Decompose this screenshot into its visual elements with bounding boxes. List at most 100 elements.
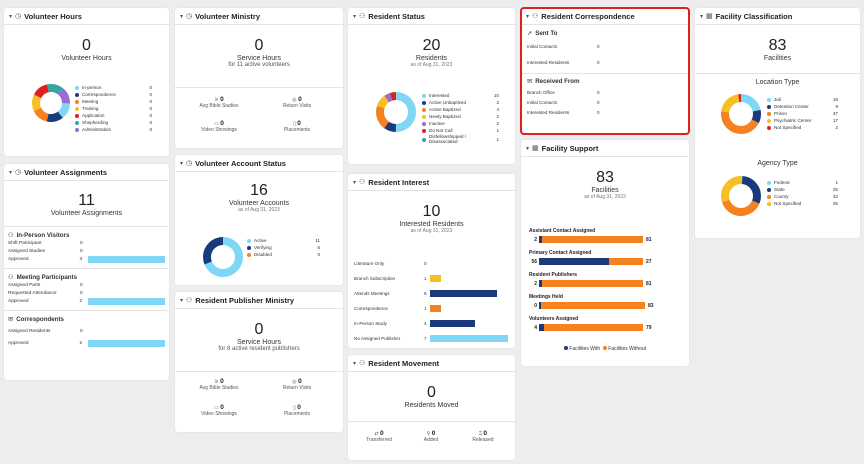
support-row-label: Meetings Held <box>529 294 563 300</box>
building-icon: ▦ <box>706 13 713 20</box>
resident-correspondence-header[interactable]: ▾ ⚇ Resident Correspondence <box>521 8 689 25</box>
legend-dot <box>422 128 426 133</box>
facility-support-header[interactable]: ▾ ▦ Facility Support <box>521 140 689 157</box>
facility-classification-header[interactable]: ▾ ▦ Facility Classification <box>695 8 860 25</box>
interest-row: Correspondence 1 <box>354 301 512 316</box>
chevron-down-icon[interactable]: ▾ <box>526 13 530 20</box>
legend-value: 0 <box>149 120 152 125</box>
row-value: 0 <box>80 328 83 334</box>
section-heading: ➚ Sent To <box>527 30 683 37</box>
location-type-legend: Jail 18 Detention Center 9 Prison 37 Psychi… <box>767 96 838 131</box>
total-label: Facilities <box>591 187 619 194</box>
building-icon: ▦ <box>532 145 539 152</box>
row-value: 1 <box>424 276 427 281</box>
chevron-down-icon[interactable]: ▾ <box>180 297 184 304</box>
stat-label: Return Visits <box>282 103 312 109</box>
table-row: Approved 2 <box>8 297 165 305</box>
support-row: 2 81 <box>529 279 685 288</box>
legend-label: Disabled <box>254 252 272 257</box>
legend-item: Meeting 0 <box>75 98 152 105</box>
without-value: 27 <box>645 258 652 265</box>
stat-added: ⚲ 0 Added <box>406 430 456 443</box>
volunteer-ministry-header[interactable]: ▾ ◷ Volunteer Ministry <box>175 8 343 25</box>
section-heading: ✉ Received From <box>527 78 683 85</box>
volunteer-hours-donut <box>32 84 70 122</box>
stat-label: Placements <box>283 411 311 417</box>
stat-value: 0 <box>220 378 224 385</box>
support-row: 56 27 <box>529 257 685 266</box>
legend-label: Not Specified <box>774 125 802 130</box>
legend-label: Facilities Without <box>608 346 647 352</box>
legend-dot <box>75 92 79 97</box>
legend-dot <box>422 121 426 126</box>
legend-label: Prison <box>774 111 788 116</box>
chevron-down-icon[interactable]: ▾ <box>353 360 357 367</box>
row-label: Initial Contacts <box>527 99 558 105</box>
book-icon: ▯ <box>293 121 296 127</box>
legend-item: Active Baptized 4 <box>422 106 499 113</box>
table-row: Assigned Parts 0 <box>8 281 165 289</box>
legend-dot <box>767 97 771 102</box>
chevron-down-icon[interactable]: ▾ <box>526 145 530 152</box>
section-title: Meeting Participants <box>16 274 78 281</box>
chevron-down-icon[interactable]: ▾ <box>353 179 357 186</box>
row-label: Correspondence <box>354 306 388 311</box>
stat-label: Released <box>472 437 494 443</box>
row-value: 0 <box>597 109 600 115</box>
legend-value: 2 <box>496 121 499 126</box>
card-title: Resident Movement <box>368 358 440 368</box>
received-from-section: ✉ Received From Branch Office 0 Initial Co… <box>521 73 689 117</box>
agency-type-heading: Agency Type <box>757 160 798 167</box>
legend-item: State 25 <box>767 186 838 193</box>
legend-label: Administration <box>82 127 112 132</box>
support-row: 4 79 <box>529 323 685 332</box>
chevron-down-icon[interactable]: ▾ <box>9 13 13 20</box>
resident-status-header[interactable]: ▾ ⚇ Resident Status <box>348 8 515 25</box>
table-row: Approved 2 <box>8 339 165 347</box>
support-row: 0 83 <box>529 301 685 310</box>
support-row-label: Volunteers Assigned <box>529 316 579 322</box>
legend-dot <box>767 118 771 123</box>
resident-interest-header[interactable]: ▾ ⚇ Resident Interest <box>348 174 515 191</box>
section-title: Received From <box>535 78 580 85</box>
approved-bar <box>87 297 165 305</box>
legend-value: 1 <box>496 128 499 133</box>
without-bar <box>609 258 643 265</box>
divider <box>348 421 515 422</box>
resident-publisher-ministry-header[interactable]: ▾ ⚇ Resident Publisher Ministry <box>175 292 343 309</box>
legend-dot <box>247 252 251 257</box>
total-value: 0 <box>427 384 436 401</box>
volunteer-assignments-card: ▾ ◷ Volunteer Assignments 11 Volunteer Ass… <box>4 164 169 380</box>
legend-value: 0 <box>149 106 152 111</box>
legend-value: 25 <box>832 187 838 192</box>
interest-row: Branch Subscription 1 <box>354 271 512 286</box>
stat-released: ⍞ 0 Released <box>458 430 508 443</box>
stat-value: 0 <box>298 96 302 103</box>
interest-row: Literature Only 0 <box>354 256 512 271</box>
row-label: Branch Office <box>527 89 555 95</box>
volunteer-assignments-header[interactable]: ▾ ◷ Volunteer Assignments <box>4 164 169 181</box>
resident-movement-header[interactable]: ▾ ⚇ Resident Movement <box>348 355 515 372</box>
with-bar <box>539 302 541 309</box>
chevron-down-icon[interactable]: ▾ <box>700 13 704 20</box>
chevron-down-icon[interactable]: ▾ <box>9 169 13 176</box>
chevron-down-icon[interactable]: ▾ <box>180 160 184 167</box>
row-value: 0 <box>80 290 83 296</box>
row-value: 0 <box>80 240 83 246</box>
chevron-down-icon[interactable]: ▾ <box>180 13 184 20</box>
legend-label: Facilities With <box>569 346 601 352</box>
row-value: 0 <box>597 99 600 105</box>
meeting-section: ⚇ Meeting Participants Assigned Parts 0 Re… <box>4 268 169 305</box>
chevron-down-icon[interactable]: ▾ <box>353 13 357 20</box>
volunteer-account-status-header[interactable]: ▾ ◷ Volunteer Account Status <box>175 155 343 172</box>
total-label: Residents Moved <box>404 402 459 409</box>
facility-classification-card: ▾ ▦ Facility Classification 83 Facilities … <box>695 8 860 238</box>
divider <box>175 87 343 88</box>
door-icon: ⍞ <box>478 431 482 437</box>
stat-value: 0 <box>297 120 301 127</box>
volunteer-hours-header[interactable]: ▾ ◷ Volunteer Hours <box>4 8 169 25</box>
table-row: Initial Contacts 0 <box>527 41 683 51</box>
legend-label: Verifying <box>254 245 272 250</box>
legend-label: Active Baptized <box>429 107 461 112</box>
resident-correspondence-card: ▾ ⚇ Resident Correspondence ➚ Sent To Initi… <box>520 7 690 135</box>
